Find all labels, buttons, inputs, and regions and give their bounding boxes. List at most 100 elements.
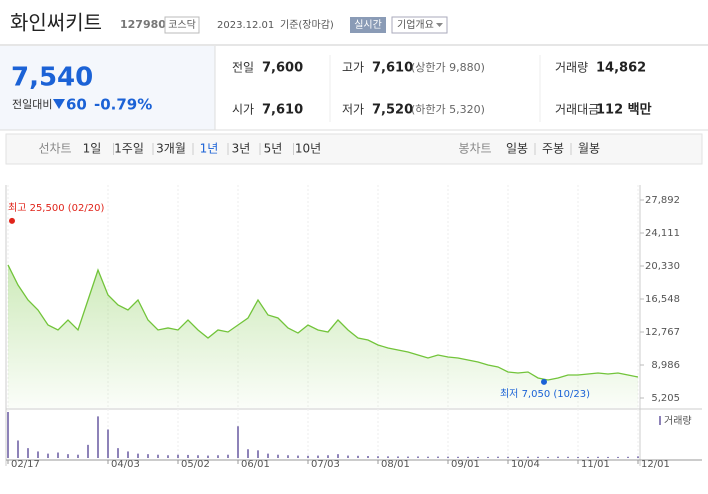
volume-bar [457, 456, 459, 458]
summary-label: 저가 [342, 103, 364, 117]
market-label: 코스닥 [168, 19, 196, 31]
summary-label: 거래대금 [555, 103, 599, 117]
summary-label: 고가 [342, 61, 364, 75]
volume-bar [377, 456, 379, 458]
tab-bar [5, 133, 703, 165]
down-arrow [53, 99, 65, 109]
period-tab[interactable]: 10년 [295, 142, 321, 156]
volume-bar [257, 450, 259, 458]
legend-swatch [659, 416, 661, 425]
volume-bar [447, 456, 449, 458]
period-tab[interactable]: 5년 [264, 142, 283, 156]
volume-bar [17, 440, 19, 458]
legend-label: 거래량 [664, 415, 692, 427]
volume-bar [587, 456, 589, 458]
market-badge [164, 16, 200, 34]
realtime-button[interactable] [350, 17, 386, 33]
dropdown-arrow [436, 23, 443, 27]
volume-bar [347, 455, 349, 458]
volume-bar [47, 453, 49, 458]
chart: 27,892 24,111 20,330 16,548 12,767 8,986 5,205… [5, 185, 702, 470]
volume-bar [7, 412, 9, 458]
volume-bar [397, 456, 399, 458]
volume-bar [497, 456, 499, 458]
summary-value: 112 백만 [596, 102, 652, 118]
volume-bar [597, 456, 599, 458]
volume-bar [117, 448, 119, 458]
y-tick-label: 5,205 [651, 393, 680, 404]
change-rate: -0.79% [94, 96, 152, 114]
volume-bar [287, 455, 289, 458]
x-tick-label: 12/01 [641, 459, 670, 470]
volume-bar [507, 456, 509, 458]
price-line [7, 264, 639, 381]
volume-bar [437, 456, 439, 458]
volume-bar [207, 455, 209, 458]
candle-tab[interactable]: 주봉 [542, 142, 564, 156]
period-tab[interactable]: 3개월 [156, 142, 186, 156]
price: 7,540 [11, 63, 93, 93]
volume-bar [27, 448, 29, 458]
x-tick-label: 10/04 [511, 459, 540, 470]
period-tab[interactable]: 1년 [200, 142, 219, 156]
volume-bar [567, 456, 569, 458]
volume-bar [97, 416, 99, 458]
volume-bar [177, 454, 179, 458]
realtime-label[interactable]: 실시간 [354, 19, 382, 31]
stock-code: 127980 [120, 18, 166, 31]
y-tick-label: 12,767 [645, 327, 680, 338]
tab-heading: 선차트 [38, 142, 71, 156]
volume-bar [527, 456, 529, 458]
volume-bar [57, 452, 59, 458]
x-tick-label: 06/01 [241, 459, 270, 470]
volume-bar [297, 455, 299, 458]
x-tick-label: 04/03 [111, 459, 140, 470]
volume-bar [267, 453, 269, 458]
volume-bar [237, 426, 239, 458]
volume-bar [137, 453, 139, 458]
summary-value: 7,520 [372, 103, 413, 118]
volume-bar [337, 454, 339, 458]
y-tick-label: 16,548 [645, 294, 680, 305]
basis: 기준(장마감) [280, 19, 334, 31]
period-tab[interactable]: 1일 [83, 142, 102, 156]
volume-bar [607, 456, 609, 458]
volume-bar [367, 456, 369, 458]
volume-bar [247, 449, 249, 458]
period-tab[interactable]: 1주일 [114, 142, 144, 156]
volume-bar [327, 455, 329, 458]
candle-tab[interactable]: 일봉 [506, 142, 528, 156]
candle-tab[interactable]: 월봉 [578, 142, 600, 156]
volume-bar [427, 456, 429, 458]
stock-name: 화인써키트 [10, 11, 102, 35]
date: 2023.12.01 [217, 20, 274, 31]
volume-bar [277, 454, 279, 458]
extreme-point [9, 217, 15, 224]
extreme-label: 최저 7,050 (10/23) [500, 388, 590, 400]
x-tick-label: 05/02 [181, 459, 210, 470]
company-button[interactable] [391, 16, 448, 34]
company-label[interactable]: 기업개요 [397, 18, 434, 31]
volume-bar [387, 456, 389, 458]
summary-note: (하한가 5,320) [411, 102, 485, 116]
tab-heading: 봉차트 [458, 142, 491, 156]
extreme-label: 최고 25,500 (02/20) [8, 202, 104, 214]
volume-bar [157, 454, 159, 458]
volume-bar [487, 456, 489, 458]
x-tick-label: 09/01 [451, 459, 480, 470]
tabs: 선차트 1일 1주일 3개월 1년 3년 5년 10년 봉차트 일봉 주봉 월봉 [38, 142, 600, 156]
volume-bar [557, 456, 559, 458]
volume-bar [127, 451, 129, 458]
summary-value: 7,610 [262, 103, 303, 118]
period-tab[interactable]: 3년 [232, 142, 251, 156]
volume-bar [467, 456, 469, 458]
extreme-point [541, 378, 547, 385]
volume-bar [477, 456, 479, 458]
volume-bar [547, 456, 549, 458]
quote-box [0, 46, 215, 130]
volume-bar [227, 454, 229, 458]
x-tick-label: 07/03 [311, 459, 340, 470]
volume-bar [147, 454, 149, 458]
